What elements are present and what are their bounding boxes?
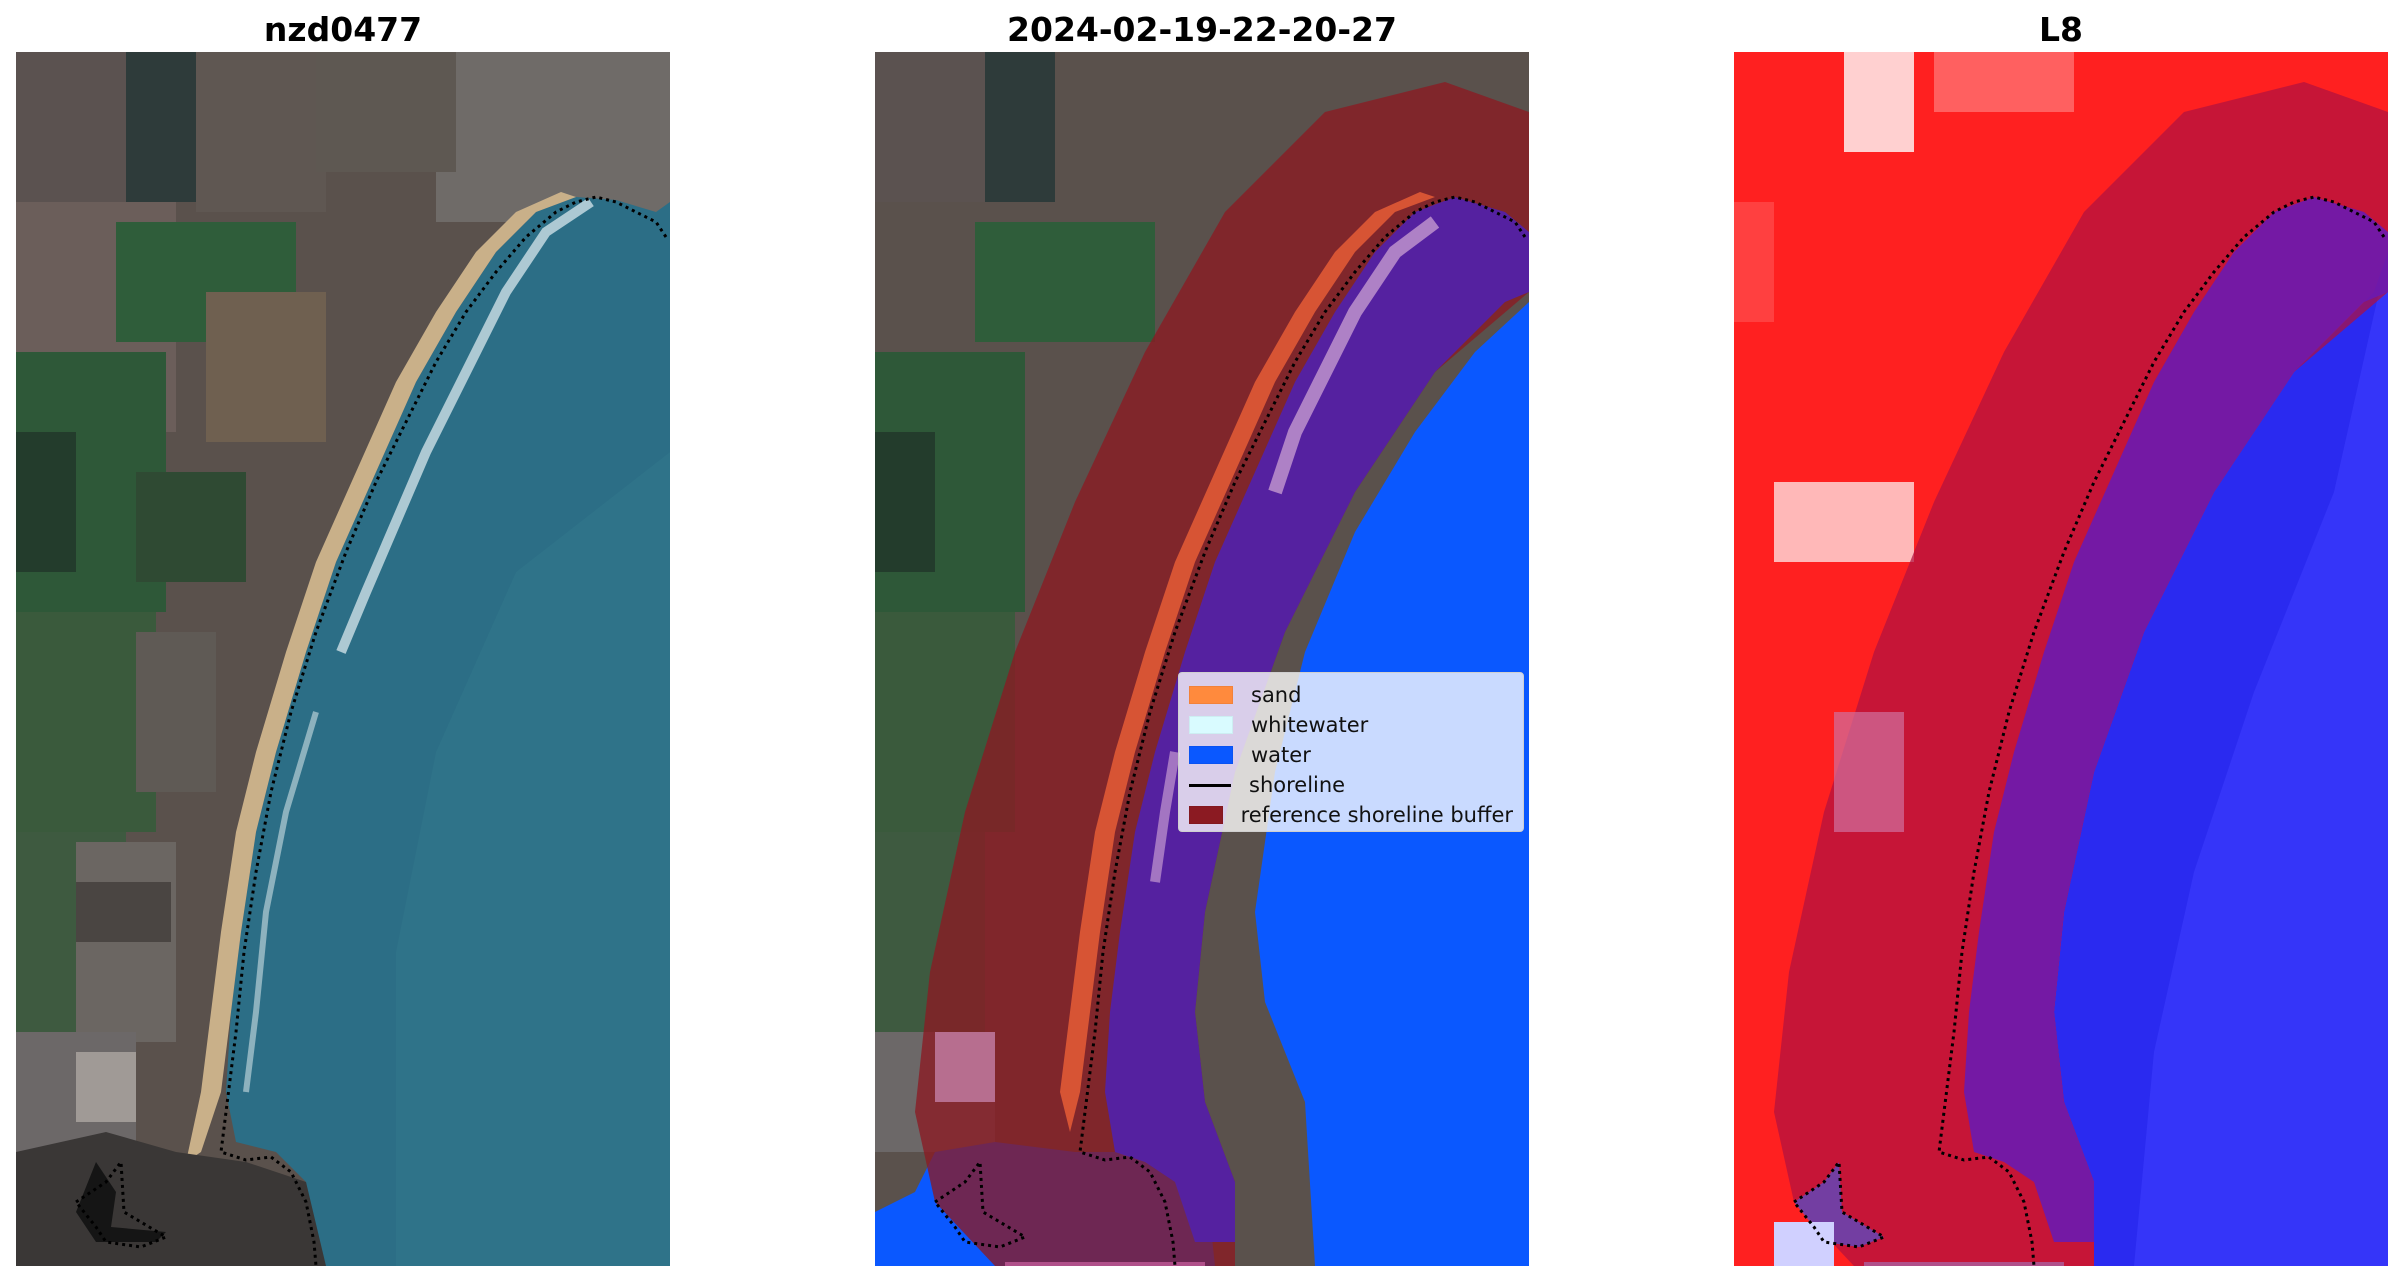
legend-label-water: water: [1251, 743, 1311, 767]
legend-item-shoreline: shoreline: [1189, 770, 1513, 800]
legend: sand whitewater water shoreline referenc…: [1178, 672, 1524, 832]
legend-label-buffer: reference shoreline buffer: [1240, 803, 1513, 827]
classified-image-panel: [875, 52, 1529, 1266]
legend-item-water: water: [1189, 740, 1513, 770]
panel-title-rgb: nzd0477: [263, 10, 423, 49]
buffer-swatch: [1189, 806, 1223, 824]
legend-item-whitewater: whitewater: [1189, 710, 1513, 740]
legend-item-sand: sand: [1189, 680, 1513, 710]
sand-swatch: [1189, 686, 1233, 704]
rgb-satellite-image: [16, 52, 670, 1266]
whitewater-swatch: [1189, 716, 1233, 734]
panel-title-classified: 2024-02-19-22-20-27: [1007, 10, 1397, 49]
index-image: [1734, 52, 2388, 1266]
legend-label-whitewater: whitewater: [1251, 713, 1369, 737]
index-image-panel: [1734, 52, 2388, 1266]
shoreline-line-swatch: [1189, 783, 1231, 787]
legend-item-buffer: reference shoreline buffer: [1189, 800, 1513, 830]
legend-label-sand: sand: [1251, 683, 1302, 707]
water-swatch: [1189, 746, 1233, 764]
rgb-image-panel: [16, 52, 670, 1266]
legend-label-shoreline: shoreline: [1249, 773, 1346, 797]
panel-title-index: L8: [2039, 10, 2083, 49]
classified-image: [875, 52, 1529, 1266]
